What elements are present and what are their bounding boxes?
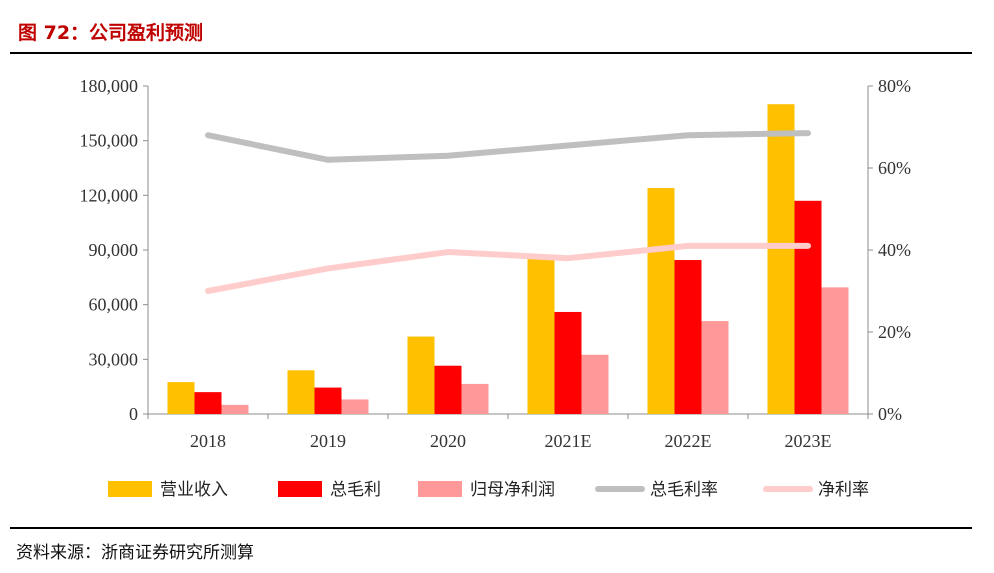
- x-axis-tick-label: 2021E: [545, 431, 592, 451]
- bar-总毛利-2018: [194, 392, 222, 414]
- line-净利率: [205, 242, 811, 294]
- x-axis-tick-label: 2020: [430, 431, 466, 451]
- top-rule: [10, 52, 972, 54]
- left-axis-tick-label: 90,000: [89, 240, 139, 260]
- legend-swatch-总毛利: [278, 481, 322, 497]
- chart-legend: 营业收入 总毛利 归母净利润 总毛利率 净利率: [108, 480, 869, 500]
- bar-总毛利-2020: [434, 365, 462, 414]
- legend-label-归母净利润: 归母净利润: [470, 480, 555, 500]
- line-总毛利率: [205, 130, 811, 163]
- left-axis-tick-label: 30,000: [89, 349, 139, 369]
- legend-label-总毛利率: 总毛利率: [650, 480, 718, 500]
- bar-营业收入-2021E: [527, 257, 555, 414]
- chart-bars: [167, 104, 849, 414]
- legend-swatch-营业收入: [108, 481, 152, 497]
- right-axis-tick-label: 20%: [878, 322, 911, 342]
- left-axis-tick-label: 0: [129, 404, 138, 424]
- bar-总毛利-2023E: [794, 200, 822, 414]
- legend-label-总毛利: 总毛利: [330, 480, 381, 500]
- chart-lines: [205, 130, 811, 294]
- bar-归母净利润-2018: [221, 404, 249, 414]
- legend-swatch-归母净利润: [418, 481, 462, 497]
- x-axis-tick-label: 2022E: [665, 431, 712, 451]
- bar-归母净利润-2021E: [581, 354, 609, 414]
- right-axis-tick-label: 60%: [878, 158, 911, 178]
- bar-营业收入-2023E: [767, 104, 795, 414]
- x-axis-tick-label: 2023E: [785, 431, 832, 451]
- bar-营业收入-2018: [167, 382, 195, 414]
- right-axis-tick-label: 0%: [878, 404, 902, 424]
- bar-归母净利润-2023E: [821, 287, 849, 414]
- bar-归母净利润-2022E: [701, 321, 729, 414]
- bottom-rule: [10, 527, 972, 529]
- left-axis-tick-label: 150,000: [80, 131, 139, 151]
- figure-title: 图 72：公司盈利预测: [18, 22, 204, 44]
- bar-营业收入-2019: [287, 370, 315, 414]
- bar-营业收入-2022E: [647, 188, 675, 414]
- x-axis-tick-label: 2019: [310, 431, 346, 451]
- bar-归母净利润-2020: [461, 383, 489, 414]
- source-note: 资料来源：浙商证券研究所测算: [16, 543, 254, 563]
- legend-label-营业收入: 营业收入: [160, 480, 228, 500]
- left-axis-tick-label: 180,000: [80, 76, 139, 96]
- x-axis-tick-label: 2018: [190, 431, 226, 451]
- bar-营业收入-2020: [407, 336, 435, 414]
- bar-归母净利润-2019: [341, 399, 369, 414]
- right-axis-tick-label: 80%: [878, 76, 911, 96]
- right-axis-tick-label: 40%: [878, 240, 911, 260]
- bar-总毛利-2021E: [554, 311, 582, 414]
- legend-label-净利率: 净利率: [818, 480, 869, 500]
- chart-axes: 0 30,000 60,000 90,000 120,000 150,000 180,000…: [80, 76, 912, 451]
- bar-总毛利-2022E: [674, 260, 702, 414]
- bar-总毛利-2019: [314, 387, 342, 414]
- left-axis-tick-label: 60,000: [89, 295, 139, 315]
- left-axis-tick-label: 120,000: [80, 185, 139, 205]
